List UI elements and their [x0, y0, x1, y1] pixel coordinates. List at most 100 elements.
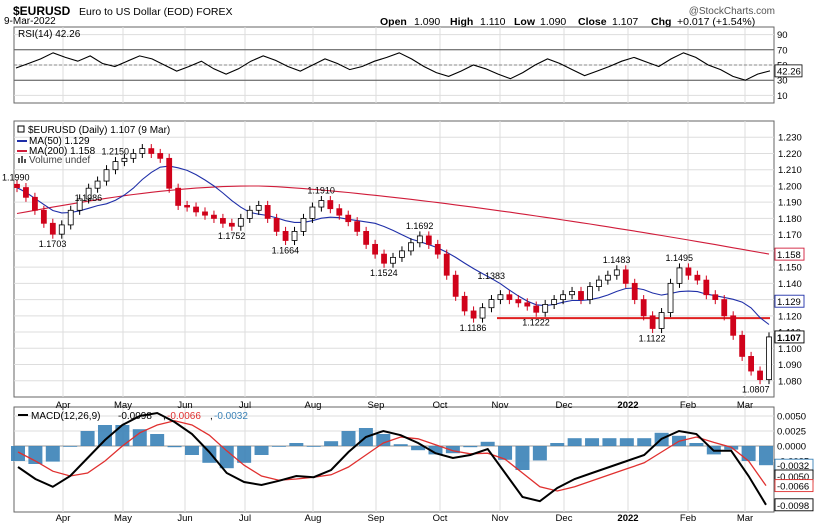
- macd-legend-value: -0.0098: [118, 411, 152, 422]
- macd-layer: [11, 411, 774, 506]
- macd-histogram-bar: [463, 446, 478, 448]
- candle-body: [416, 235, 423, 244]
- candle-body: [533, 305, 540, 313]
- price-annotation: 1.1186: [460, 323, 487, 333]
- price-x-label: May: [114, 400, 132, 411]
- candle-body: [604, 274, 611, 281]
- candle-body: [613, 269, 620, 276]
- price-x-label: Sep: [368, 400, 385, 411]
- price-legend-swatch: [17, 125, 25, 133]
- price-tick-label: 1.190: [778, 198, 802, 209]
- rsi-tick-label: 30: [777, 76, 788, 87]
- macd-histogram-bar: [445, 446, 460, 454]
- rsi-value-tag: [774, 64, 803, 78]
- candle-body: [220, 218, 226, 224]
- candle-body: [67, 209, 74, 226]
- macd-histogram-bar: [150, 434, 165, 446]
- chart-date: 9-Mar-2022: [4, 16, 56, 27]
- macd-histogram-bar: [11, 446, 25, 461]
- high-value: 1.110: [480, 16, 506, 28]
- svg-text:,: ,: [210, 411, 213, 422]
- candle-body: [425, 235, 432, 245]
- price-tick-label: 1.180: [778, 214, 802, 225]
- price-annotation: 1.1495: [665, 253, 693, 263]
- macd-histogram-bar: [637, 438, 652, 446]
- macd-histogram-bar: [289, 443, 304, 446]
- candle-body: [273, 218, 280, 232]
- macd-histogram-bar: [376, 434, 391, 446]
- macd-histogram-bar: [115, 425, 130, 446]
- candle-body: [309, 206, 316, 219]
- candle-body: [390, 256, 396, 264]
- price-tick-label: 1.170: [778, 230, 802, 241]
- candle-body: [506, 294, 513, 300]
- candle-body: [649, 315, 656, 329]
- candle-body: [184, 205, 190, 208]
- candle-body: [23, 187, 29, 198]
- candle-body: [112, 161, 119, 171]
- macd-histogram-bar: [567, 438, 582, 446]
- price-value-tag-label: 1.158: [777, 250, 801, 261]
- macd-histogram-bar: [759, 446, 773, 466]
- price-x-label: Jul: [239, 400, 251, 411]
- candle-body: [667, 282, 674, 313]
- macd-x-label: Jun: [177, 513, 192, 524]
- price-x-label: Oct: [433, 400, 448, 411]
- macd-legend-signal: -0.0066: [167, 411, 201, 422]
- candle-body: [622, 269, 629, 284]
- candle-body: [193, 206, 199, 213]
- grid-layer: [14, 27, 774, 512]
- candle-body: [121, 157, 128, 162]
- candle-body: [497, 294, 504, 300]
- candle-body: [363, 230, 370, 245]
- macd-histogram-bar: [689, 443, 704, 446]
- quote-bar: Open 1.090 High 1.110 Low 1.090 Close 1.…: [380, 16, 755, 28]
- price-annotation: 1.1752: [218, 231, 246, 241]
- candle-body: [264, 205, 271, 219]
- price-annotation: 1.1664: [272, 245, 300, 255]
- price-tick-label: 1.090: [778, 360, 802, 371]
- candle-body: [211, 214, 217, 219]
- axis-layer: 907050301042.261.2301.2201.2101.2001.190…: [56, 30, 814, 524]
- high-label: High: [450, 16, 473, 28]
- candle-body: [479, 307, 486, 319]
- macd-x-label: Dec: [556, 513, 573, 524]
- macd-histogram-bar: [184, 446, 199, 455]
- candle-body: [94, 180, 101, 189]
- price-annotation: 1.0807: [742, 385, 770, 395]
- price-x-label: Aug: [305, 400, 322, 411]
- price-value-tag: [774, 294, 805, 308]
- macd-histogram-bar: [202, 446, 217, 463]
- macd-value-tag-label: -0.0032: [777, 461, 809, 472]
- candle-body: [139, 148, 146, 154]
- candle-body: [202, 211, 208, 216]
- candle-body: [175, 187, 182, 206]
- rsi-tick-label: 90: [777, 30, 788, 41]
- macd-histogram-bar: [167, 446, 182, 448]
- candle-body: [336, 208, 343, 216]
- macd-x-label: Apr: [56, 513, 71, 524]
- ma200-line: [16, 185, 770, 255]
- macd-histogram-bar: [237, 446, 252, 463]
- price-x-label: Dec: [556, 400, 573, 411]
- candle-body: [345, 214, 352, 223]
- candle-body: [712, 294, 719, 300]
- ma200-legend: MA(200) 1.158: [29, 146, 96, 157]
- macd-x-label: Feb: [680, 513, 696, 524]
- macd-histogram-bar: [324, 441, 339, 446]
- price-x-label: 2022: [617, 400, 638, 411]
- macd-histogram-bar: [411, 446, 426, 451]
- candle-body: [85, 187, 92, 200]
- candle-body: [318, 200, 325, 208]
- volume-legend: Volume undef: [29, 155, 90, 166]
- price-annotation: 1.1910: [307, 186, 335, 196]
- candle-body: [721, 299, 728, 317]
- price-panel-frame: [13, 120, 775, 398]
- macd-x-label: Mar: [737, 513, 753, 524]
- open-value: 1.090: [414, 16, 440, 28]
- candle-body: [703, 279, 710, 296]
- macd-legend: MACD(12,26,9) -0.0098 , -0.0066 , -0.003…: [18, 411, 248, 422]
- low-value: 1.090: [540, 16, 566, 28]
- candle-body: [130, 153, 137, 159]
